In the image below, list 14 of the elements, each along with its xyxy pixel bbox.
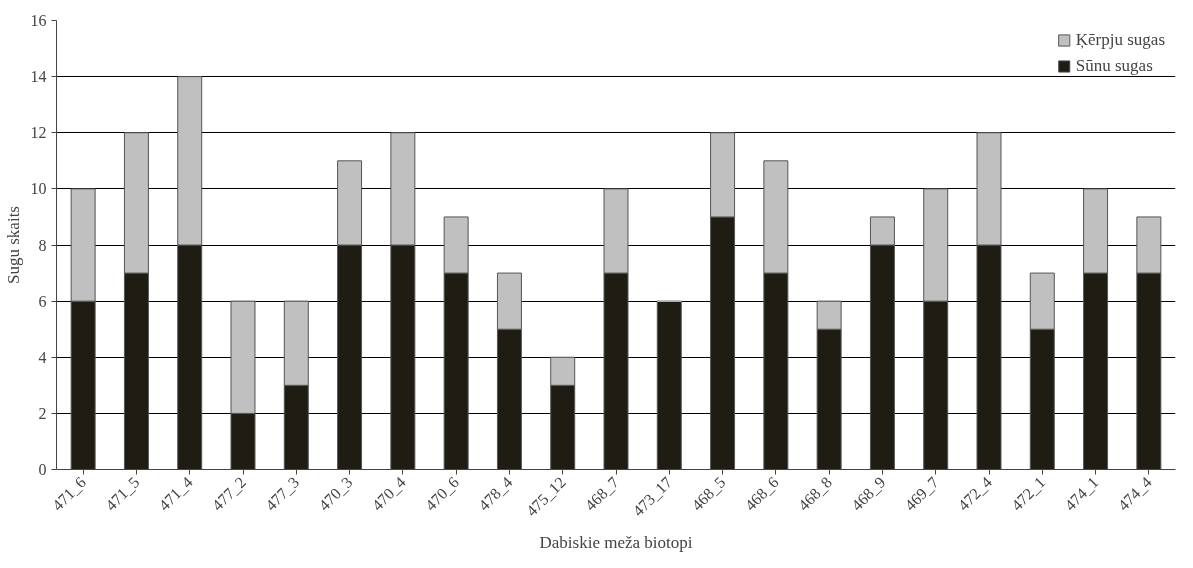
y-tick-label: 14 (30, 68, 47, 86)
y-tick-label: 6 (38, 292, 47, 310)
y-axis-title: Sugu skaits (3, 206, 23, 284)
y-tick-label: 12 (30, 124, 47, 142)
y-tick-label: 4 (38, 348, 47, 366)
y-tick-label: 10 (30, 180, 47, 198)
y-tick-label: 8 (38, 236, 47, 254)
legend-label: Sūnu sugas (1075, 56, 1153, 76)
y-tick-label: 16 (30, 12, 47, 29)
x-axis-title: Dabiskie meža biotopi (539, 533, 693, 553)
y-tick-label: 2 (38, 404, 47, 422)
bar (656, 300, 682, 470)
legend-label: Ķērpju sugas (1075, 30, 1165, 50)
y-tick-label: 0 (38, 461, 47, 478)
